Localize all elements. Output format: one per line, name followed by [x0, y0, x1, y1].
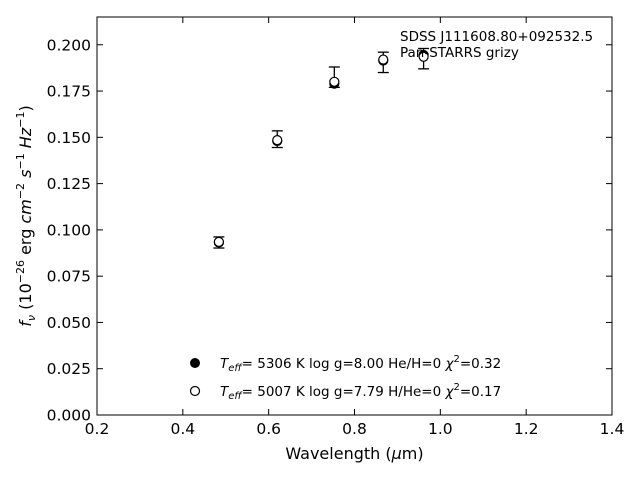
object-name-annotation: SDSS J111608.80+092532.5	[400, 29, 593, 45]
x-tick-label: 1.4	[600, 420, 625, 438]
x-tick-label: 1.0	[428, 420, 453, 438]
y-tick-label: 0.100	[47, 221, 91, 239]
y-tick-label: 0.000	[47, 407, 91, 425]
legend-marker-filled	[190, 358, 200, 368]
legend-marker-open	[189, 385, 201, 397]
model-point-open	[418, 51, 429, 62]
x-tick-label: 1.2	[514, 420, 539, 438]
axis-ticks: 0.2 0.4 0.6 0.8 1.0 1.2 1.4 0.000 0.025 0.050 0.07…	[47, 17, 625, 438]
y-tick-label: 0.050	[47, 314, 91, 332]
y-tick-label: 0.200	[47, 36, 91, 54]
x-axis-label: Wavelength (μm)	[285, 444, 423, 463]
y-tick-label: 0.075	[47, 268, 91, 286]
x-tick-label: 0.8	[342, 420, 367, 438]
y-tick-label: 0.125	[47, 175, 91, 193]
y-tick-label: 0.150	[47, 129, 91, 147]
legend-label-filled: Teff= 5306 K log g=8.00 He/H=0 χ2=0.32	[220, 354, 501, 374]
model-point-open	[272, 135, 283, 146]
plot-area	[96, 16, 613, 416]
model-point-open	[378, 54, 389, 65]
x-tick-label: 0.2	[85, 420, 110, 438]
data-points	[213, 49, 429, 248]
legend-label-open: Teff= 5007 K log g=7.79 H/He=0 χ2=0.17	[220, 382, 501, 402]
y-tick-label: 0.025	[47, 360, 91, 378]
x-tick-label: 0.4	[171, 420, 196, 438]
legend: Teff= 5306 K log g=8.00 He/H=0 χ2=0.32 T…	[189, 354, 501, 402]
model-point-open	[329, 76, 340, 87]
x-tick-label: 0.6	[256, 420, 281, 438]
y-axis-label: fν (10−26 erg cm−2 s−1 Hz−1)	[14, 105, 38, 326]
model-point-open	[213, 236, 224, 248]
survey-annotation: Pan-STARRS grizy	[400, 45, 519, 61]
y-tick-label: 0.175	[47, 83, 91, 101]
